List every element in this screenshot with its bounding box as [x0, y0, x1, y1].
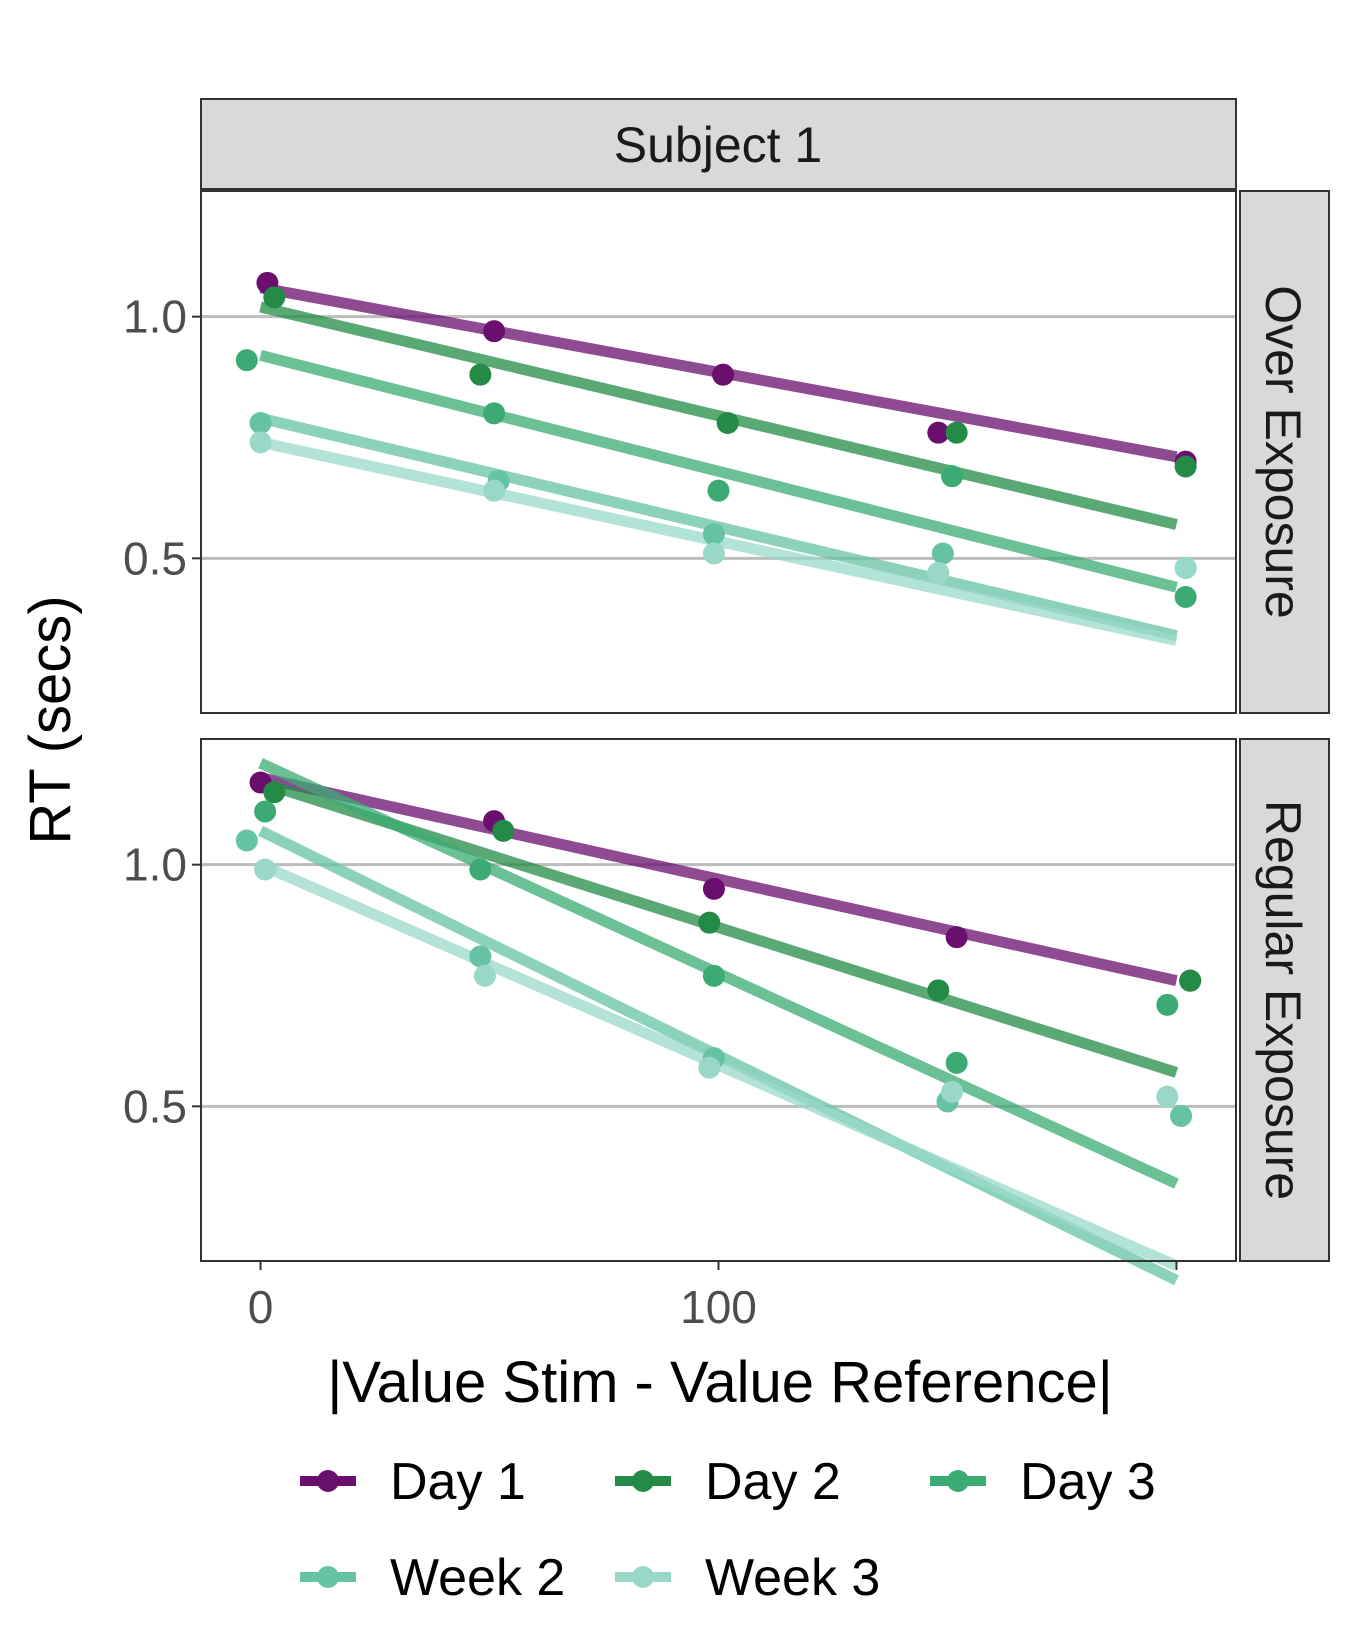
data-point-week-2	[931, 542, 954, 565]
data-point-week-3	[254, 858, 277, 881]
data-point-day-2	[1174, 455, 1197, 478]
legend-label: Day 2	[705, 1453, 841, 1511]
column-strip	[200, 98, 1237, 190]
legend-label: Week 2	[390, 1549, 565, 1607]
row-strip	[1239, 738, 1330, 1262]
data-point-day-3	[945, 1051, 968, 1074]
data-point-day-2	[263, 286, 286, 309]
legend-key-point	[632, 1470, 654, 1492]
legend-key-point	[632, 1566, 654, 1588]
data-point-day-3	[483, 402, 506, 425]
x-axis: 0 100	[248, 1261, 1178, 1333]
y-tick-label: 1.0	[123, 291, 187, 343]
y-tick-label: 0.5	[123, 1080, 187, 1132]
data-point-week-3	[702, 542, 725, 565]
column-strip-label: Subject 1	[614, 117, 822, 173]
data-point-week-2	[235, 829, 258, 852]
data-point-week-2	[1170, 1105, 1193, 1127]
data-point-day-3	[254, 800, 277, 823]
data-point-day-2	[927, 979, 950, 1002]
data-point-day-1	[945, 926, 968, 949]
data-point-week-3	[1174, 557, 1197, 579]
data-point-week-3	[473, 964, 496, 987]
data-point-week-3	[941, 1080, 964, 1103]
data-point-day-3	[707, 479, 730, 502]
panels: 0.5 1.0 Over Exposure 0.5 1.0 Regular Exposur…	[123, 190, 1330, 1286]
x-tick-label: 100	[680, 1281, 757, 1333]
data-point-day-2	[716, 412, 739, 434]
data-point-day-3	[702, 964, 725, 987]
data-point-day-2	[698, 911, 721, 934]
legend-item-week-3: Week 3	[615, 1549, 880, 1607]
fit-line-day-2	[259, 301, 1178, 530]
panel-background	[201, 739, 1236, 1261]
legend-key-point	[317, 1566, 339, 1588]
data-point-week-3	[483, 479, 506, 502]
data-point-day-2	[492, 819, 515, 842]
panel-border	[200, 190, 1237, 714]
legend-label: Day 1	[390, 1453, 526, 1511]
data-point-week-3	[249, 431, 272, 454]
legend: Day 1 Day 2 Day 3 Week 2 Week 3	[300, 1453, 1156, 1607]
data-point-day-1	[702, 877, 725, 900]
legend-key-point	[947, 1470, 969, 1492]
y-tick-label: 0.5	[123, 532, 187, 584]
data-point-week-3	[927, 561, 950, 584]
legend-key-point	[317, 1470, 339, 1492]
data-point-day-3	[941, 465, 964, 488]
data-point-day-1	[712, 363, 735, 386]
data-point-day-2	[945, 421, 968, 444]
y-axis-title: RT (secs)	[18, 595, 83, 844]
data-point-day-2	[469, 363, 492, 386]
data-point-week-3	[698, 1056, 721, 1079]
legend-item-day-3: Day 3	[930, 1453, 1156, 1511]
fit-line-day-3	[259, 350, 1178, 593]
data-point-day-1	[483, 320, 506, 343]
legend-item-day-2: Day 2	[615, 1453, 841, 1511]
legend-label: Day 3	[1020, 1453, 1156, 1511]
panel-regular-exposure: 0.5 1.0 Regular Exposure	[123, 738, 1330, 1286]
legend-item-week-2: Week 2	[300, 1549, 565, 1607]
data-point-week-2	[469, 945, 492, 968]
row-strip-label: Over Exposure	[1255, 285, 1311, 618]
data-point-day-3	[1174, 586, 1197, 608]
panel-over-exposure: 0.5 1.0 Over Exposure	[123, 190, 1330, 714]
data-point-week-2	[249, 412, 272, 434]
data-point-day-3	[235, 349, 258, 372]
legend-item-day-1: Day 1	[300, 1453, 526, 1511]
data-point-week-2	[702, 523, 725, 546]
data-point-day-2	[1179, 969, 1202, 992]
data-point-day-3	[469, 858, 492, 881]
data-point-day-2	[263, 781, 286, 804]
data-point-day-1	[927, 421, 950, 444]
y-tick-label: 1.0	[123, 839, 187, 891]
row-strip-label: Regular Exposure	[1255, 800, 1311, 1200]
row-strip	[1239, 190, 1330, 714]
x-tick-label: 0	[248, 1281, 274, 1333]
data-point-day-3	[1156, 993, 1179, 1016]
panel-background	[201, 191, 1236, 713]
x-axis-title: |Value Stim - Value Reference|	[327, 1350, 1113, 1415]
data-point-week-3	[1156, 1085, 1179, 1108]
legend-label: Week 3	[705, 1549, 880, 1607]
